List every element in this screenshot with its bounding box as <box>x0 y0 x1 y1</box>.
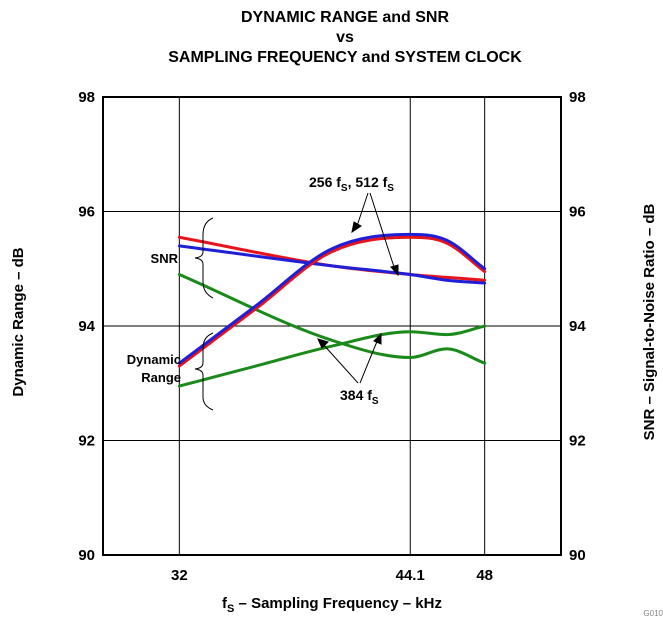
series-lines <box>177 232 487 388</box>
chart-title-line-1: DYNAMIC RANGE and SNR <box>241 9 449 26</box>
snr-label: SNR <box>151 251 179 266</box>
y-tick-label-right-3: 96 <box>569 204 586 221</box>
y-tick-label-left-2: 94 <box>78 318 95 335</box>
arrow-512-head <box>390 264 399 277</box>
annotation-256-512-fs: 256 fS, 512 fS <box>309 174 394 194</box>
annotation-384-fs: 384 fS <box>340 387 379 407</box>
arrow-384-left-head <box>317 338 329 349</box>
arrow-384-right-head <box>373 332 382 345</box>
arrow-256-to-curve <box>355 192 369 230</box>
chart-title-line-3: SAMPLING FREQUENCY and SYSTEM CLOCK <box>168 49 522 66</box>
chart-title-line-2: vs <box>336 29 354 46</box>
y-axis-label-left: Dynamic Range – dB <box>10 247 27 396</box>
plot-frame <box>102 96 562 556</box>
dynamic-range-label-line-1: Dynamic <box>127 352 181 367</box>
grid <box>103 96 561 556</box>
y-tick-label-right-4: 98 <box>569 89 586 106</box>
arrow-512-to-curve <box>369 192 396 271</box>
series-line-4 <box>177 232 487 365</box>
dynamic-range-label-line-2: Range <box>141 370 181 385</box>
figure-id: G010 <box>643 609 663 617</box>
snr-bracket <box>194 217 214 299</box>
y-tick-label-left-3: 96 <box>78 204 95 221</box>
arrow-384-left <box>321 342 359 384</box>
y-tick-label-right-0: 90 <box>569 547 586 564</box>
series-line-3 <box>177 235 487 368</box>
y-axis-label-right: SNR – Signal-to-Noise Ratio – dB <box>641 203 658 440</box>
x-tick-label-1: 44.1 <box>396 567 425 584</box>
arrow-256-head <box>351 221 362 234</box>
series-line-1 <box>177 244 487 285</box>
y-tick-label-right-1: 92 <box>569 433 586 450</box>
y-tick-label-left-0: 90 <box>78 547 95 564</box>
x-tick-label-2: 48 <box>476 567 493 584</box>
y-tick-label-right-2: 94 <box>569 318 586 335</box>
y-tick-label-left-1: 92 <box>78 433 95 450</box>
x-tick-label-0: 32 <box>171 567 188 584</box>
annotation-arrows <box>317 192 399 384</box>
y-tick-label-left-4: 98 <box>78 89 95 106</box>
x-axis-label: fS – Sampling Frequency – kHz <box>222 595 442 615</box>
series-line-2 <box>177 272 487 365</box>
tick-labels: 32 44.1 48 90 90 92 92 94 94 96 96 98 98 <box>78 89 586 584</box>
series-line-5 <box>177 324 487 388</box>
arrow-384-right <box>359 338 379 384</box>
series-line-0 <box>177 235 487 282</box>
dynamic-range-bracket <box>194 332 214 411</box>
